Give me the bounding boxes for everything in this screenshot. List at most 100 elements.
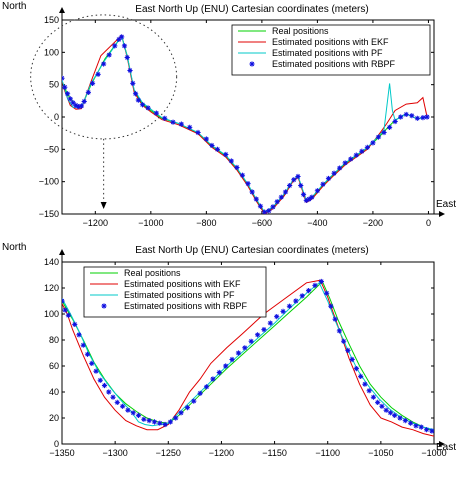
top-rbpf-marker xyxy=(67,96,73,102)
top-rbpf-marker xyxy=(337,165,343,171)
bot-rbpf-marker xyxy=(130,410,136,416)
bot-y-tick-label: 80 xyxy=(49,335,59,345)
bot-y-axis-arrowhead xyxy=(59,249,65,255)
top-rbpf-marker xyxy=(298,182,304,189)
bot-rbpf-marker xyxy=(413,423,419,429)
top-rbpf-marker xyxy=(278,194,284,200)
top-rbpf-marker xyxy=(274,199,280,205)
bot-rbpf-marker xyxy=(254,332,261,338)
bot-rbpf-marker xyxy=(408,420,414,426)
top-rbpf-marker xyxy=(282,189,289,195)
top-rbpf-marker xyxy=(291,177,297,183)
bot-rbpf-marker xyxy=(402,418,408,424)
top-rbpf-marker xyxy=(359,148,365,154)
bot-rbpf-marker xyxy=(362,381,368,387)
top-chart-xlabel: East xyxy=(436,199,456,210)
bot-y-tick-label: 100 xyxy=(44,309,59,319)
top-rbpf-marker xyxy=(320,181,326,187)
bot-rbpf-marker xyxy=(89,360,95,366)
bot-rbpf-marker xyxy=(162,421,168,428)
bot-rbpf-marker xyxy=(286,303,293,309)
bot-rbpf-marker xyxy=(125,407,131,413)
top-rbpf-marker xyxy=(223,151,229,158)
top-rbpf-marker xyxy=(145,105,151,111)
top-legend-marker-3 xyxy=(249,61,255,67)
top-rbpf-marker xyxy=(62,84,68,90)
top-rbpf-marker xyxy=(364,144,370,150)
top-rbpf-marker xyxy=(135,97,141,103)
top-x-tick-label: 0 xyxy=(426,218,431,228)
bot-rbpf-marker xyxy=(293,298,299,304)
bot-rbpf-marker xyxy=(210,376,216,382)
top-rbpf-marker xyxy=(414,115,420,121)
bot-x-tick-label: −1150 xyxy=(262,448,287,458)
bot-rbpf-marker xyxy=(62,307,68,313)
top-rbpf-marker xyxy=(64,91,71,97)
bot-rbpf-marker xyxy=(146,418,152,424)
bot-rbpf-marker xyxy=(135,412,142,418)
bot-series-line-1 xyxy=(62,279,434,437)
bot-rbpf-marker xyxy=(229,356,235,363)
top-rbpf-marker xyxy=(249,189,255,195)
top-rbpf-marker xyxy=(116,36,122,42)
bot-y-tick-label: 0 xyxy=(54,439,59,449)
top-rbpf-marker xyxy=(76,104,82,110)
bot-rbpf-marker xyxy=(280,308,286,314)
bot-rbpf-marker xyxy=(62,298,65,304)
bot-rbpf-marker xyxy=(248,338,254,344)
top-rbpf-marker xyxy=(295,173,301,180)
bot-y-tick-label: 120 xyxy=(44,283,59,293)
bot-rbpf-marker xyxy=(274,314,280,320)
bot-legend-box xyxy=(83,266,267,318)
bot-rbpf-marker xyxy=(423,427,430,433)
bot-rbpf-marker xyxy=(370,394,377,400)
top-rbpf-marker xyxy=(257,203,264,209)
top-rbpf-marker xyxy=(195,129,201,136)
top-rbpf-marker xyxy=(70,100,76,106)
bot-series-line-2 xyxy=(62,282,434,431)
top-rbpf-marker xyxy=(370,140,376,146)
bottom-chart-xlabel: East xyxy=(436,442,456,453)
top-x-axis-arrowhead xyxy=(439,211,445,217)
bot-legend-label-0: Real positions xyxy=(124,268,181,278)
top-x-tick-label: −200 xyxy=(363,218,383,228)
bot-rbpf-marker xyxy=(267,320,273,326)
bot-rbpf-marker xyxy=(328,303,334,309)
bottom-chart-title: East North Up (ENU) Cartesian coordinate… xyxy=(135,245,368,256)
bot-rbpf-marker xyxy=(191,398,197,404)
top-rbpf-marker xyxy=(245,181,251,187)
top-rbpf-marker xyxy=(81,98,87,105)
bot-rbpf-marker xyxy=(336,328,343,334)
top-rbpf-marker xyxy=(420,115,426,121)
bot-rbpf-marker xyxy=(387,410,394,416)
top-rbpf-marker xyxy=(239,172,246,178)
top-rbpf-marker xyxy=(214,146,221,152)
top-x-tick-label: −800 xyxy=(196,218,216,228)
top-rbpf-marker xyxy=(375,134,382,140)
top-rbpf-marker xyxy=(119,34,125,40)
bot-rbpf-marker xyxy=(80,342,86,348)
top-rbpf-marker xyxy=(112,43,118,49)
top-rbpf-marker xyxy=(392,118,398,125)
bot-legend-label-3: Estimated positions with RBPF xyxy=(124,301,248,311)
bot-rbpf-marker xyxy=(299,293,305,299)
top-x-tick-label: −600 xyxy=(252,218,272,228)
bot-rbpf-marker xyxy=(203,384,210,390)
bot-rbpf-marker xyxy=(141,416,147,422)
bot-rbpf-marker xyxy=(106,389,112,395)
top-chart-plot: −1200 −1000 −800 −600 −400 −200 0 −150 −100 −50 0 5… xyxy=(30,7,445,228)
top-rbpf-marker xyxy=(331,170,337,176)
bot-rbpf-marker xyxy=(151,419,158,425)
bot-rbpf-marker xyxy=(157,420,163,426)
top-rbpf-marker xyxy=(209,142,215,149)
bot-rbpf-marker xyxy=(312,282,318,288)
top-y-tick-label: −100 xyxy=(39,177,59,187)
bottom-chart: East North Up (ENU) Cartesian coordinate… xyxy=(2,242,456,458)
top-rbpf-marker xyxy=(132,91,139,97)
bot-rbpf-marker xyxy=(332,316,338,322)
bot-x-axis-arrowhead xyxy=(439,441,445,447)
top-rbpf-marker xyxy=(73,102,79,108)
